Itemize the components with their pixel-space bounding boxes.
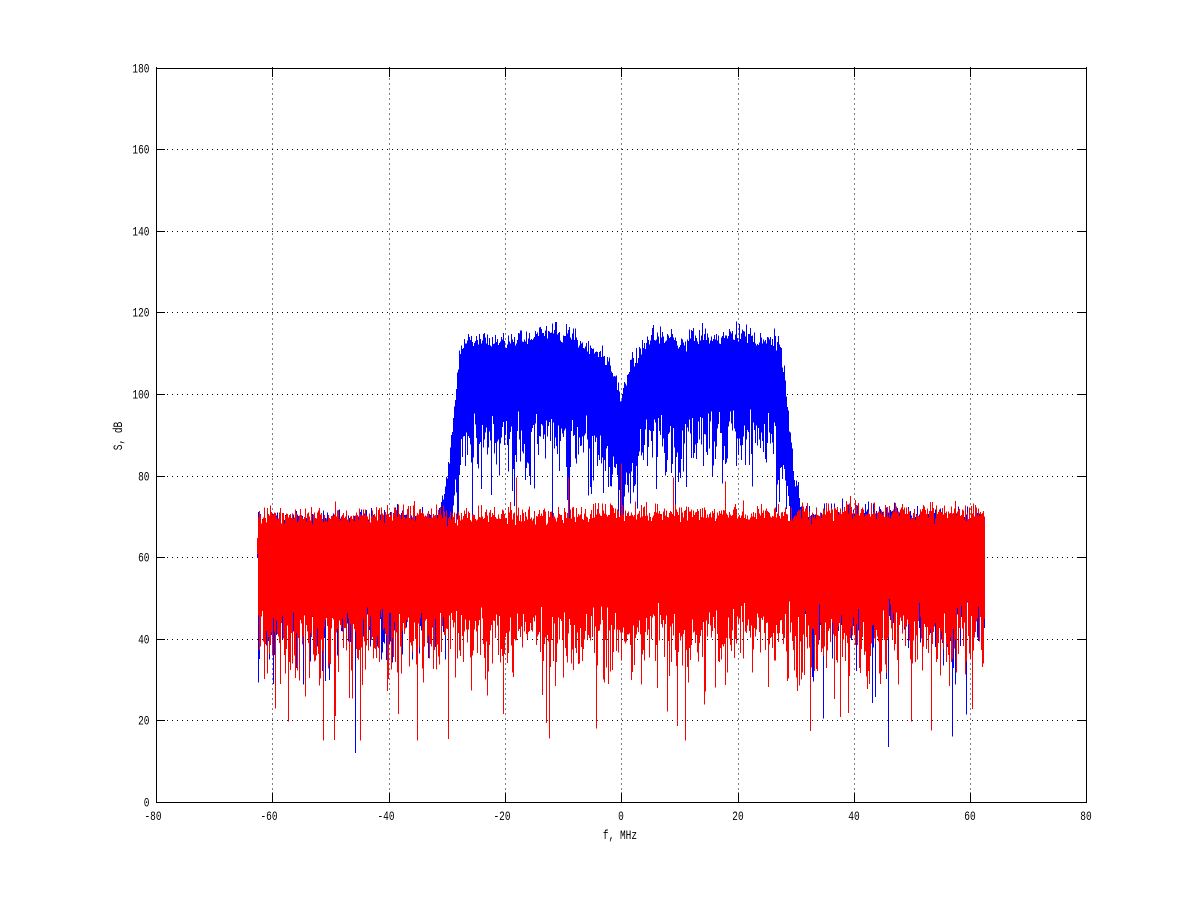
svg-text:40: 40 bbox=[848, 811, 860, 825]
svg-text:20: 20 bbox=[138, 715, 150, 729]
svg-text:f, MHz: f, MHz bbox=[603, 830, 637, 844]
svg-text:0: 0 bbox=[144, 797, 150, 811]
svg-text:-60: -60 bbox=[260, 811, 277, 825]
svg-text:0: 0 bbox=[618, 811, 624, 825]
svg-text:60: 60 bbox=[138, 552, 150, 566]
svg-text:60: 60 bbox=[964, 811, 976, 825]
svg-text:-40: -40 bbox=[377, 811, 394, 825]
svg-text:80: 80 bbox=[1080, 811, 1092, 825]
svg-text:160: 160 bbox=[132, 144, 149, 158]
svg-text:S, dB: S, dB bbox=[113, 422, 127, 451]
svg-text:180: 180 bbox=[132, 63, 149, 77]
svg-text:20: 20 bbox=[732, 811, 744, 825]
svg-text:120: 120 bbox=[132, 307, 149, 321]
svg-text:100: 100 bbox=[132, 389, 149, 403]
svg-text:-20: -20 bbox=[493, 811, 510, 825]
svg-text:140: 140 bbox=[132, 226, 149, 240]
svg-text:-80: -80 bbox=[144, 811, 161, 825]
svg-text:80: 80 bbox=[138, 471, 150, 485]
svg-text:40: 40 bbox=[138, 634, 150, 648]
